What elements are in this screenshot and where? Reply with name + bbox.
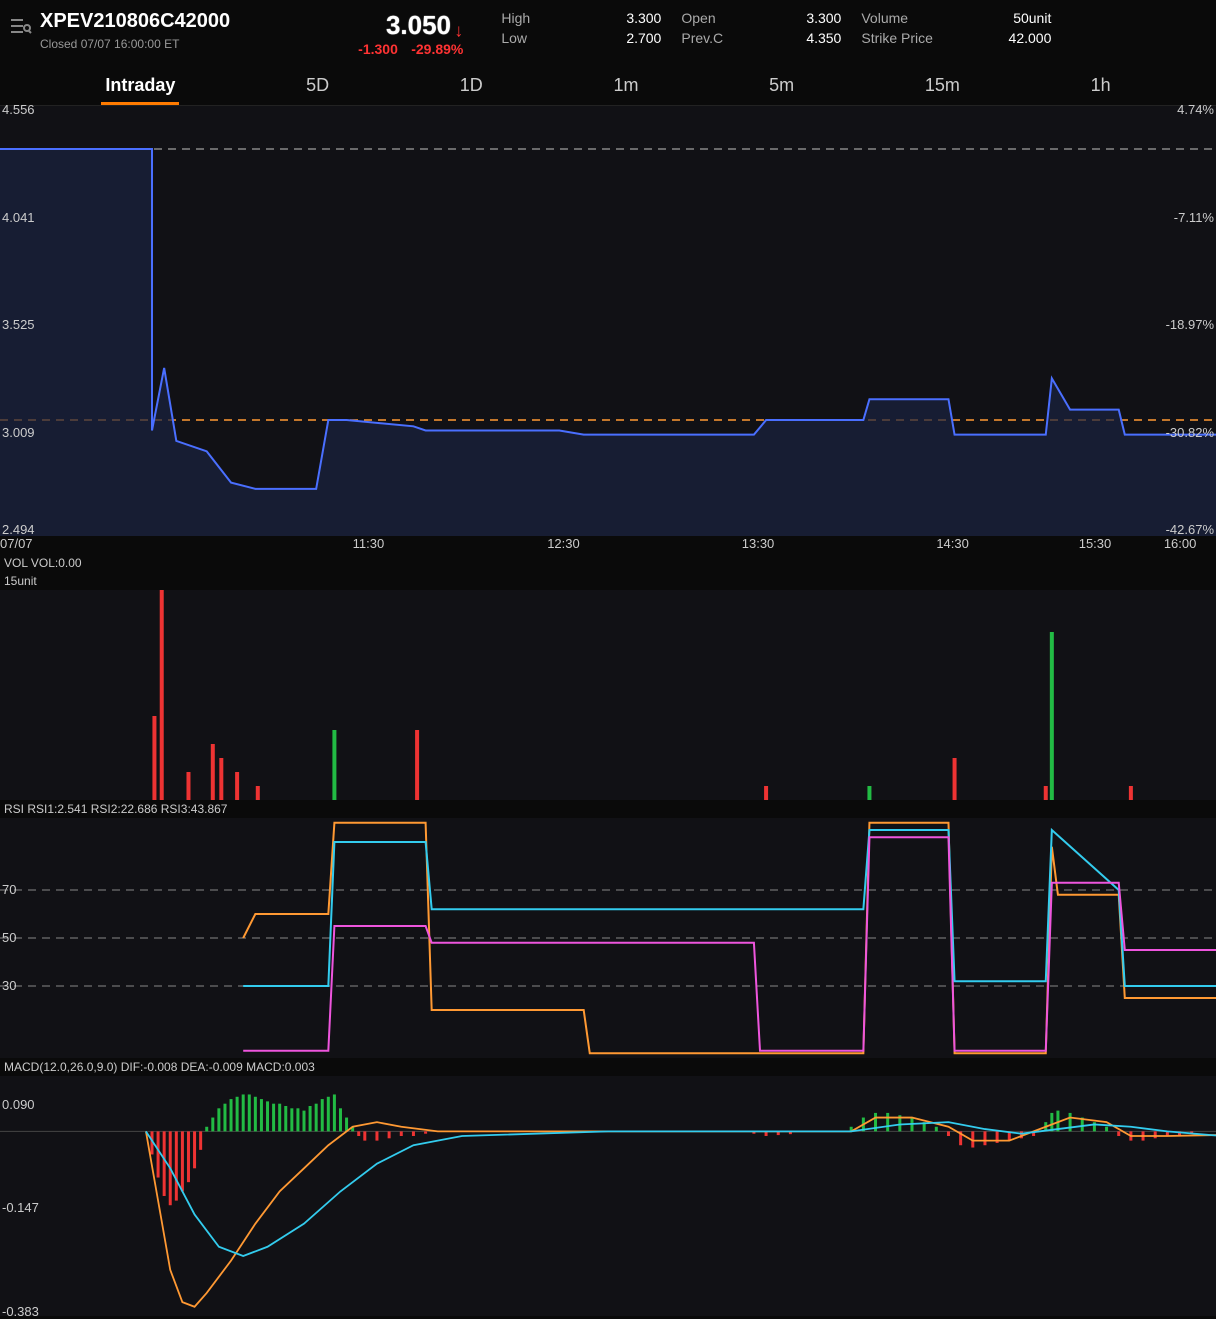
stats-grid: High 3.300 Open 3.300 Volume 50unit Low … <box>501 10 1051 46</box>
low-value: 2.700 <box>581 30 661 46</box>
market-status: Closed 07/07 16:00:00 ET <box>40 37 230 51</box>
y-right-label: -30.82% <box>1166 425 1214 440</box>
strike-label: Strike Price <box>861 30 951 46</box>
x-axis-label: 11:30 <box>353 536 385 551</box>
y-right-label: -18.97% <box>1166 317 1214 332</box>
x-axis-label: 14:30 <box>936 536 969 551</box>
change-percent: -29.89% <box>411 41 463 57</box>
ticker-symbol: XPEV210806C42000 <box>40 10 230 33</box>
y-left-label: 3.525 <box>2 317 35 332</box>
y-left-label: 4.041 <box>2 210 35 225</box>
search-icon[interactable] <box>8 14 32 38</box>
y-left-label: 3.009 <box>2 425 35 440</box>
x-axis-label: 15:30 <box>1079 536 1112 551</box>
timeframe-tabs: Intraday 5D 1D 1m 5m 15m 1h <box>0 61 1216 106</box>
y-right-label: -42.67% <box>1166 522 1214 537</box>
strike-value: 42.000 <box>971 30 1051 46</box>
macd-y-label: 0.090 <box>2 1097 35 1112</box>
volume-value: 50unit <box>971 10 1051 26</box>
x-axis-label: 12:30 <box>547 536 580 551</box>
open-value: 3.300 <box>761 10 841 26</box>
high-label: High <box>501 10 561 26</box>
volume-label-text: VOL VOL:0.00 <box>0 554 1216 572</box>
rsi-chart[interactable]: 70 50 30 <box>0 818 1216 1058</box>
high-value: 3.300 <box>581 10 661 26</box>
header: XPEV210806C42000 Closed 07/07 16:00:00 E… <box>0 0 1216 61</box>
y-left-label: 4.556 <box>2 102 35 117</box>
rsi-label-text: RSI RSI1:2.541 RSI2:22.686 RSI3:43.867 <box>0 800 1216 818</box>
x-axis-label: 16:00 <box>1164 536 1197 551</box>
macd-y-label: -0.383 <box>2 1304 39 1319</box>
tab-1m[interactable]: 1m <box>609 69 642 105</box>
tab-intraday[interactable]: Intraday <box>101 69 179 105</box>
y-right-label: -7.11% <box>1174 210 1214 225</box>
volume-chart[interactable] <box>0 590 1216 800</box>
volume-unit-label: 15unit <box>0 572 1216 590</box>
y-left-label: 2.494 <box>2 522 35 537</box>
rsi-y-label: 30 <box>2 978 16 993</box>
macd-label-text: MACD(12.0,26.0,9.0) DIF:-0.008 DEA:-0.00… <box>0 1058 1216 1076</box>
volume-label: Volume <box>861 10 951 26</box>
tab-5d[interactable]: 5D <box>302 69 333 105</box>
tab-1d[interactable]: 1D <box>456 69 487 105</box>
y-right-label: 4.74% <box>1177 102 1214 117</box>
x-axis-label: 07/07 <box>0 536 33 551</box>
prevc-value: 4.350 <box>761 30 841 46</box>
open-label: Open <box>681 10 741 26</box>
down-arrow-icon: ↓ <box>454 20 463 40</box>
prevc-label: Prev.C <box>681 30 741 46</box>
rsi-y-label: 50 <box>2 930 16 945</box>
x-axis-labels: 07/07 11:30 12:30 13:30 14:30 15:30 16:00 <box>0 536 1216 554</box>
tab-15m[interactable]: 15m <box>921 69 964 105</box>
rsi-y-label: 70 <box>2 882 16 897</box>
low-label: Low <box>501 30 561 46</box>
x-axis-label: 13:30 <box>742 536 775 551</box>
tab-1h[interactable]: 1h <box>1087 69 1115 105</box>
last-price: 3.050 <box>386 10 451 41</box>
macd-y-label: -0.147 <box>2 1200 39 1215</box>
price-chart[interactable]: 4.5564.0413.5253.0092.4944.74%-7.11%-18.… <box>0 106 1216 536</box>
change-absolute: -1.300 <box>358 41 398 57</box>
macd-chart[interactable]: 0.090 -0.147 -0.383 <box>0 1076 1216 1316</box>
tab-5m[interactable]: 5m <box>765 69 798 105</box>
